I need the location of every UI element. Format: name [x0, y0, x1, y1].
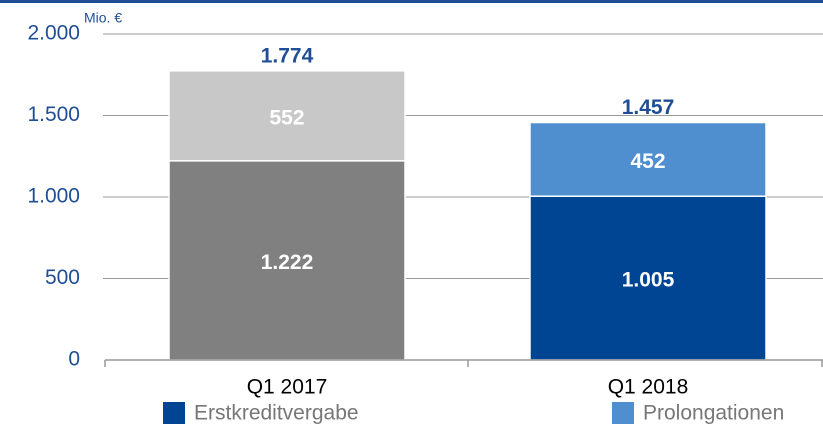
- y-tick-label: 1.500: [27, 103, 80, 126]
- legend-label: Erstkreditvergabe: [194, 402, 359, 425]
- bar-segment: [168, 70, 406, 162]
- value-label: 452: [630, 150, 665, 173]
- y-tick-label: 0: [68, 348, 80, 371]
- value-label: 552: [269, 106, 304, 129]
- x-tick-label: Q1 2018: [608, 376, 689, 399]
- y-tick-label: 2.000: [27, 22, 80, 45]
- bar-segment: [529, 121, 767, 197]
- legend-swatch: [163, 402, 185, 424]
- unit-label: Mio. €: [84, 10, 122, 26]
- y-tick-label: 500: [45, 266, 80, 289]
- legend-label: Prolongationen: [643, 402, 784, 425]
- legend-swatch: [612, 402, 634, 424]
- total-label: 1.457: [622, 96, 675, 119]
- bar-segment: [168, 160, 406, 361]
- top-rule: [0, 0, 823, 3]
- total-label: 1.774: [261, 44, 314, 67]
- value-label: 1.005: [622, 269, 675, 292]
- y-tick-label: 1.000: [27, 185, 80, 208]
- value-label: 1.222: [261, 251, 314, 274]
- bar-segment: [529, 195, 767, 361]
- x-tick-label: Q1 2017: [247, 376, 328, 399]
